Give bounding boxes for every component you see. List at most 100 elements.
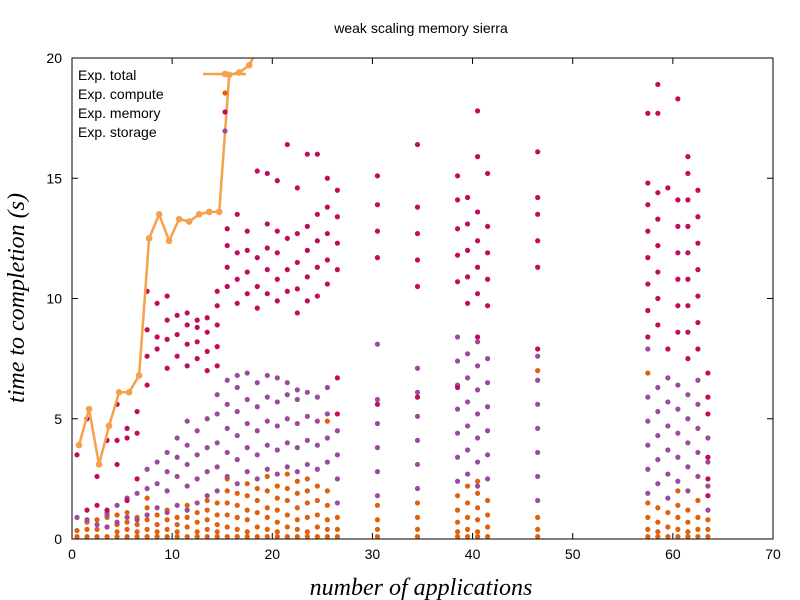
point-exp-compute bbox=[244, 533, 250, 540]
point-exp-compute bbox=[454, 533, 461, 540]
point-exp-memory bbox=[214, 303, 220, 309]
point-exp-storage bbox=[464, 423, 471, 429]
point-exp-memory bbox=[164, 317, 170, 323]
point-exp-storage bbox=[675, 406, 681, 412]
point-exp-compute bbox=[284, 497, 290, 504]
point-exp-compute bbox=[294, 517, 300, 523]
point-exp-compute bbox=[304, 533, 310, 540]
point-exp-compute bbox=[324, 517, 330, 523]
point-exp-storage bbox=[535, 449, 541, 456]
point-exp-storage bbox=[224, 473, 230, 480]
point-exp-storage bbox=[274, 423, 280, 429]
point-exp-compute bbox=[164, 533, 170, 540]
point-exp-compute bbox=[414, 500, 421, 506]
point-exp-compute bbox=[474, 505, 481, 511]
point-exp-compute bbox=[234, 514, 240, 520]
point-exp-compute bbox=[535, 514, 541, 520]
point-exp-storage bbox=[324, 384, 330, 391]
point-exp-compute bbox=[154, 529, 160, 535]
point-exp-memory bbox=[254, 283, 260, 290]
point-exp-compute bbox=[284, 485, 290, 492]
point-exp-memory bbox=[324, 204, 330, 210]
point-exp-storage bbox=[464, 351, 471, 357]
point-exp-memory bbox=[695, 346, 701, 352]
point-exp-memory bbox=[264, 291, 270, 297]
point-exp-storage bbox=[74, 514, 80, 520]
point-exp-storage bbox=[294, 420, 300, 427]
total-point bbox=[135, 372, 143, 379]
point-exp-storage bbox=[244, 396, 250, 403]
point-exp-storage bbox=[324, 435, 330, 441]
point-exp-compute bbox=[194, 533, 200, 540]
point-exp-storage bbox=[334, 500, 340, 506]
point-exp-memory bbox=[194, 356, 200, 362]
point-exp-compute bbox=[94, 526, 100, 532]
point-exp-memory bbox=[84, 507, 90, 513]
point-exp-storage bbox=[284, 416, 290, 422]
point-exp-storage bbox=[154, 505, 160, 511]
point-exp-storage bbox=[675, 382, 681, 388]
point-exp-compute bbox=[304, 529, 310, 535]
point-exp-storage bbox=[244, 445, 250, 451]
point-exp-memory bbox=[374, 401, 381, 407]
point-exp-memory bbox=[314, 151, 320, 157]
point-exp-storage bbox=[705, 483, 711, 489]
point-exp-compute bbox=[294, 533, 300, 540]
point-exp-compute bbox=[224, 488, 230, 494]
point-exp-memory bbox=[535, 346, 541, 352]
point-exp-compute bbox=[414, 514, 421, 520]
point-exp-memory bbox=[645, 307, 651, 314]
point-exp-storage bbox=[174, 454, 180, 460]
point-exp-storage bbox=[675, 430, 681, 436]
point-exp-compute bbox=[154, 521, 160, 528]
point-exp-compute bbox=[254, 524, 260, 530]
point-exp-memory bbox=[134, 476, 140, 482]
point-exp-storage bbox=[144, 466, 150, 472]
point-exp-memory bbox=[274, 228, 280, 234]
point-exp-storage bbox=[414, 437, 421, 443]
point-exp-memory bbox=[374, 173, 381, 179]
point-exp-storage bbox=[254, 476, 260, 482]
point-exp-compute bbox=[655, 505, 661, 511]
point-exp-memory bbox=[294, 310, 300, 316]
point-exp-memory bbox=[655, 322, 661, 328]
point-exp-memory bbox=[695, 319, 701, 326]
point-exp-storage bbox=[474, 483, 481, 489]
point-exp-compute bbox=[705, 533, 711, 540]
point-exp-compute bbox=[374, 502, 381, 508]
y-tick-label: 0 bbox=[54, 531, 62, 547]
point-exp-compute bbox=[464, 514, 471, 520]
point-exp-storage bbox=[244, 469, 250, 475]
point-exp-compute bbox=[464, 533, 471, 540]
point-exp-compute bbox=[124, 509, 130, 516]
point-exp-storage bbox=[204, 445, 210, 451]
point-exp-memory bbox=[304, 274, 310, 280]
point-exp-storage bbox=[655, 481, 661, 487]
point-exp-memory bbox=[184, 322, 190, 328]
point-exp-storage bbox=[535, 425, 541, 431]
legend-label-compute: Exp. compute bbox=[78, 86, 164, 102]
y-axis-label: time to completion (s) bbox=[4, 193, 30, 403]
point-exp-compute bbox=[224, 533, 230, 540]
point-exp-compute bbox=[484, 533, 491, 540]
point-exp-storage bbox=[134, 490, 140, 496]
point-exp-storage bbox=[464, 447, 471, 453]
point-exp-memory bbox=[675, 250, 681, 256]
point-exp-compute bbox=[254, 485, 260, 492]
point-exp-compute bbox=[274, 519, 280, 525]
point-exp-memory bbox=[645, 110, 651, 116]
point-exp-storage bbox=[374, 420, 381, 427]
point-exp-memory bbox=[685, 170, 691, 177]
point-exp-memory bbox=[224, 242, 230, 249]
point-exp-compute bbox=[655, 519, 661, 525]
point-exp-memory bbox=[124, 425, 130, 431]
point-exp-memory bbox=[334, 214, 340, 220]
point-exp-compute bbox=[274, 507, 280, 513]
point-exp-compute bbox=[214, 500, 220, 506]
point-exp-compute bbox=[264, 488, 270, 494]
point-exp-compute bbox=[294, 478, 300, 484]
point-exp-storage bbox=[164, 449, 170, 456]
point-exp-memory bbox=[464, 221, 471, 227]
point-exp-memory bbox=[454, 279, 461, 285]
point-exp-memory bbox=[324, 257, 330, 263]
